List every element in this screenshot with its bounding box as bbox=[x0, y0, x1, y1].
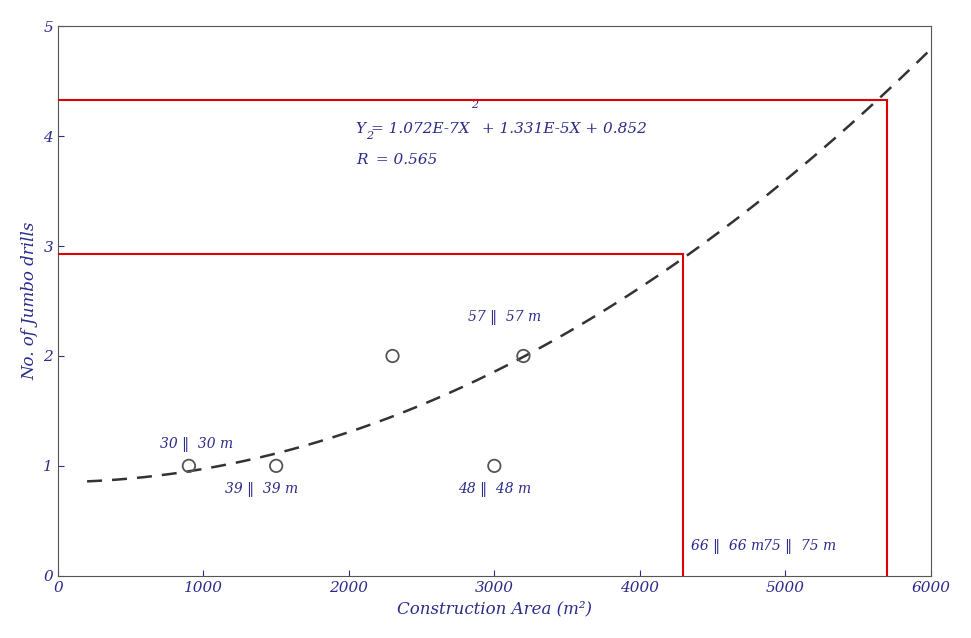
Text: R: R bbox=[356, 153, 368, 167]
Text: 48 ‖  48 m: 48 ‖ 48 m bbox=[458, 482, 531, 496]
Point bbox=[268, 461, 284, 471]
Text: 2: 2 bbox=[471, 100, 478, 110]
Text: 30 ‖  30 m: 30 ‖ 30 m bbox=[160, 436, 233, 452]
Point bbox=[516, 351, 531, 361]
Point bbox=[385, 351, 400, 361]
Text: Y = 1.072E-7X: Y = 1.072E-7X bbox=[356, 122, 470, 137]
Text: 39 ‖  39 m: 39 ‖ 39 m bbox=[225, 482, 298, 496]
Text: 75 ‖  75 m: 75 ‖ 75 m bbox=[763, 538, 837, 554]
X-axis label: Construction Area (m²): Construction Area (m²) bbox=[397, 600, 592, 617]
Point bbox=[182, 461, 197, 471]
Point bbox=[486, 461, 502, 471]
Text: 57 ‖  57 m: 57 ‖ 57 m bbox=[468, 310, 541, 325]
Text: 2: 2 bbox=[366, 131, 373, 140]
Text: + 1.331E-5X + 0.852: + 1.331E-5X + 0.852 bbox=[477, 122, 647, 137]
Text: = 0.565: = 0.565 bbox=[372, 153, 438, 167]
Text: 66 ‖  66 m: 66 ‖ 66 m bbox=[690, 538, 764, 554]
Y-axis label: No. of Jumbo drills: No. of Jumbo drills bbox=[20, 222, 38, 380]
